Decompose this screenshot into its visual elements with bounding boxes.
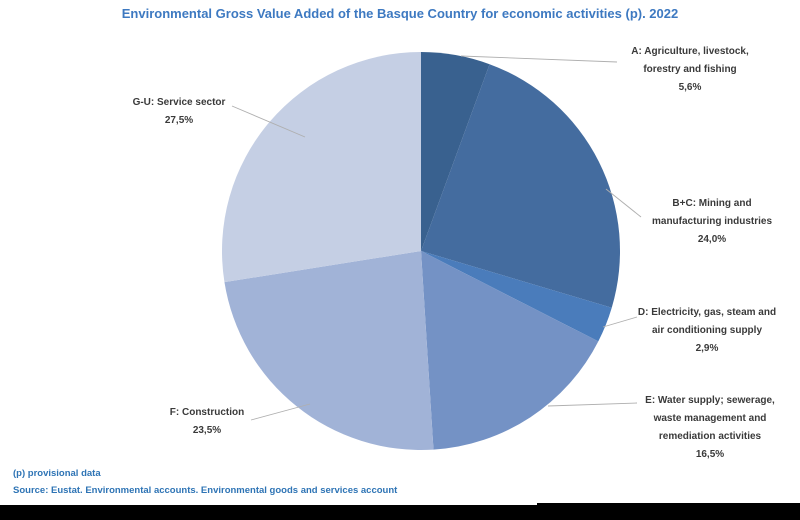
leader-line-B+C xyxy=(605,188,642,218)
slice-label-line: F: Construction xyxy=(169,407,245,418)
pie-slice-F xyxy=(224,251,434,451)
bottom-black-bar-left xyxy=(0,505,537,520)
slice-label-line: manufacturing industries xyxy=(651,216,772,227)
pie-slice-D xyxy=(421,251,612,342)
leader-line-F xyxy=(250,403,311,421)
leader-line-G-U xyxy=(231,105,306,138)
slice-label-electricity-gas: D: Electricity, gas, steam and air condi… xyxy=(607,304,800,358)
slice-label-agriculture: A: Agriculture, livestock, forestry and … xyxy=(590,43,790,97)
pie-slice-A xyxy=(421,52,490,251)
slice-label-line: B+C: Mining and xyxy=(672,198,752,209)
slice-label-line: E: Water supply; sewerage, xyxy=(645,395,775,406)
chart-title: Environmental Gross Value Added of the B… xyxy=(121,6,679,21)
slice-label-line: remediation activities xyxy=(658,431,762,442)
slice-pct-label: 5,6% xyxy=(678,82,702,93)
pie-slice-B+C xyxy=(421,64,621,308)
slice-pct-label: 24,0% xyxy=(697,234,727,245)
slice-label-service-sector: G-U: Service sector 27,5% xyxy=(79,94,279,130)
slice-label-mining-manufacturing: B+C: Mining and manufacturing industries… xyxy=(612,195,800,249)
slice-pct-label: 16,5% xyxy=(695,449,725,460)
slice-label-line: A: Agriculture, livestock, xyxy=(631,46,749,57)
leader-line-D xyxy=(602,316,638,328)
slice-label-line: air conditioning supply xyxy=(652,325,762,336)
bottom-black-bar-right xyxy=(537,503,800,520)
slice-label-line: forestry and fishing xyxy=(643,64,737,75)
leader-line-E xyxy=(547,402,638,407)
pie-slice-G-U xyxy=(222,52,421,283)
slice-pct-label: 2,9% xyxy=(695,343,719,354)
leader-line-A xyxy=(460,55,618,63)
slice-pct-label: 27,5% xyxy=(164,115,194,126)
slice-label-line: waste management and xyxy=(653,413,767,424)
source-note: Source: Eustat. Environmental accounts. … xyxy=(13,485,398,496)
slice-label-construction: F: Construction 23,5% xyxy=(107,404,307,440)
provisional-data-note: (p) provisional data xyxy=(13,468,101,479)
pie-slice-E xyxy=(421,251,599,450)
slice-label-line: D: Electricity, gas, steam and xyxy=(637,307,777,318)
slice-label-water-supply: E: Water supply; sewerage, waste managem… xyxy=(610,392,800,464)
slice-pct-label: 23,5% xyxy=(192,425,222,436)
slice-label-line: G-U: Service sector xyxy=(132,97,226,108)
